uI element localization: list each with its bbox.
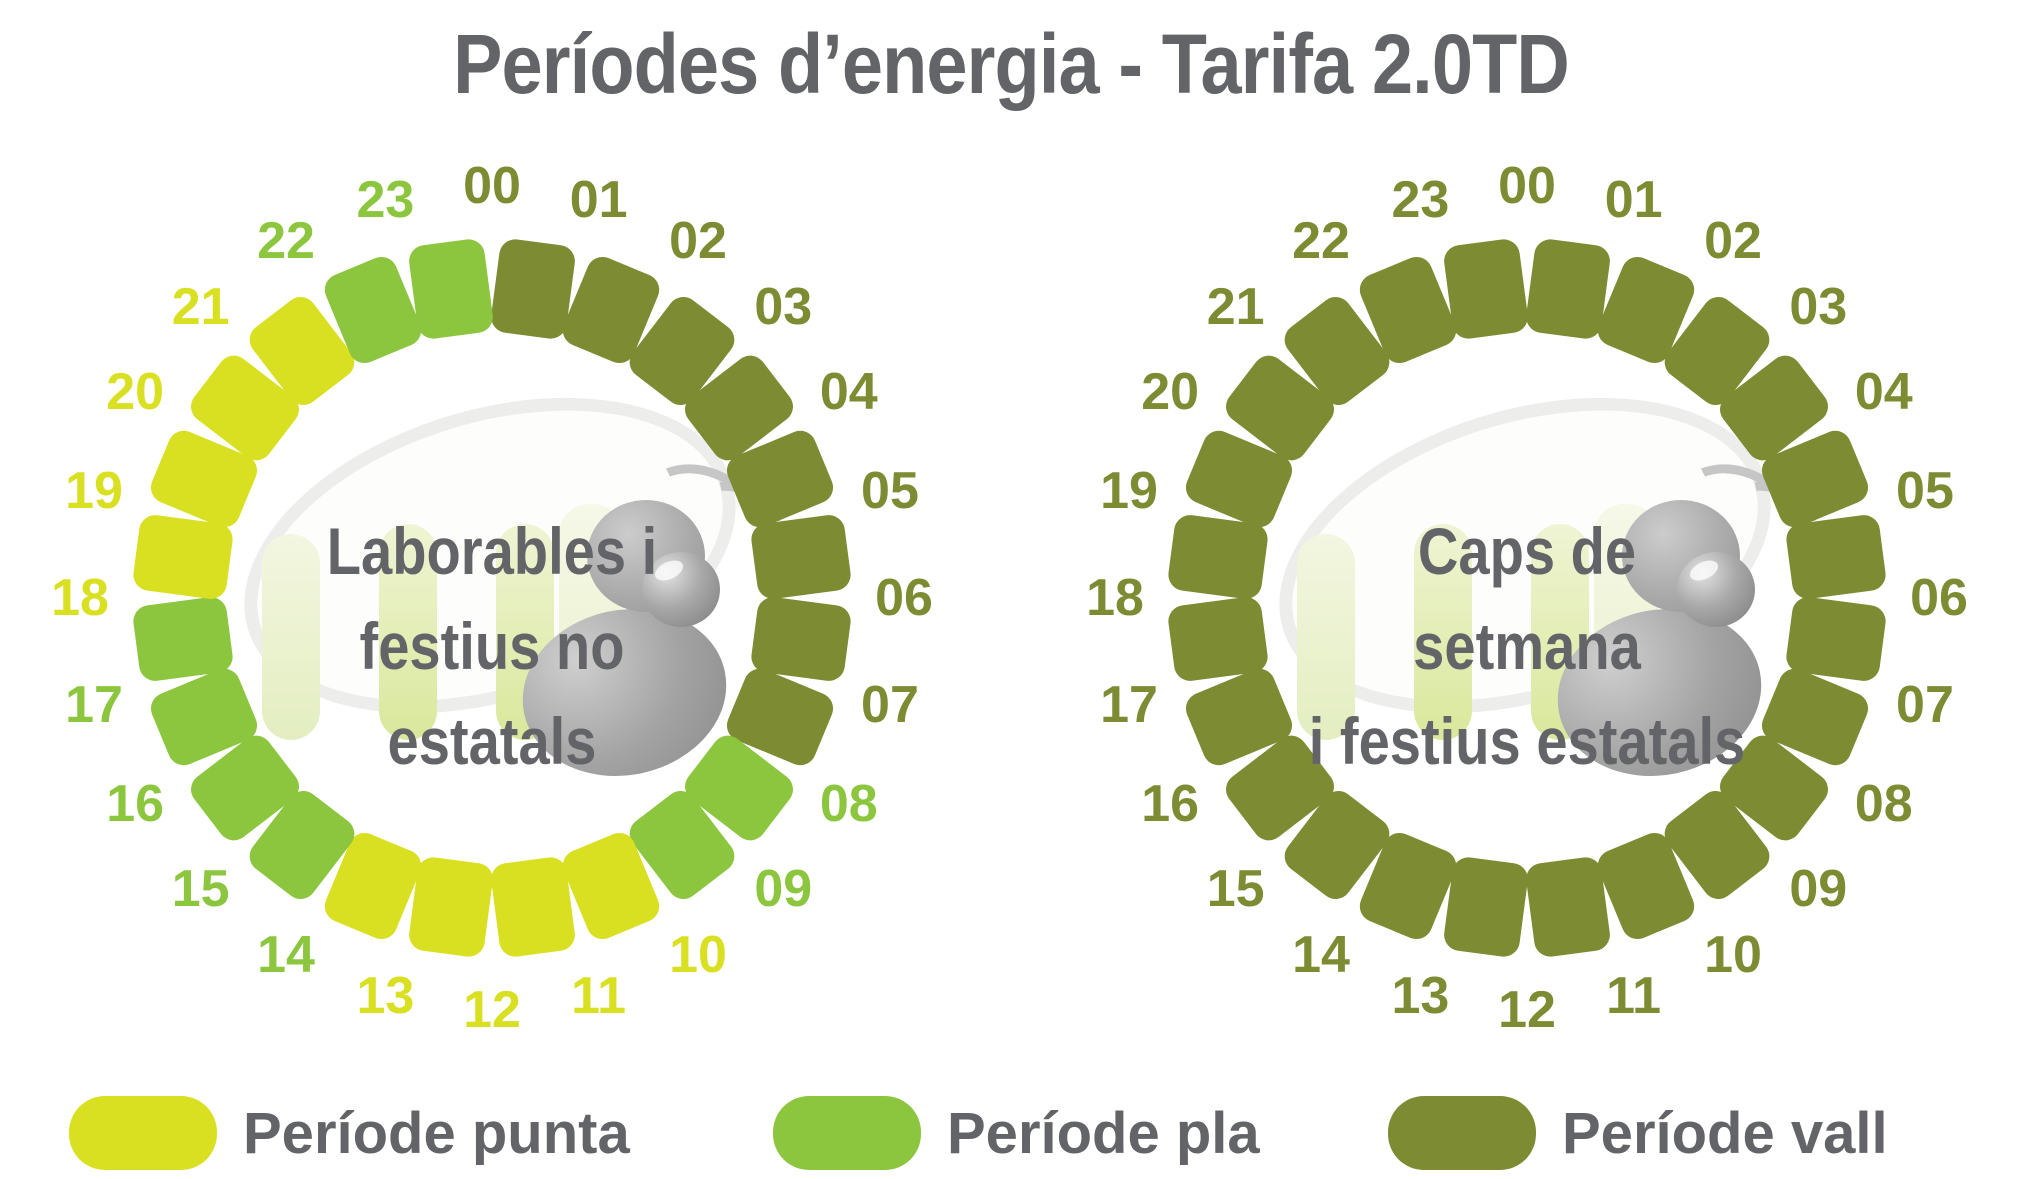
hour-label-13: 13 [356, 966, 415, 1025]
hour-label-10: 10 [669, 925, 727, 984]
caption-line: Caps de [1417, 514, 1637, 588]
legend-label: Període vall [1562, 1100, 1888, 1166]
caption-line: Laborables i [326, 514, 658, 588]
hour-label-08: 08 [819, 775, 878, 833]
hour-label-00: 00 [463, 157, 521, 215]
bee-logo-watermark [1077, 148, 1977, 1048]
bee-logo-watermark [42, 148, 942, 1048]
hour-label-18: 18 [51, 569, 109, 627]
logo-m-leg [262, 534, 320, 740]
hour-label-15: 15 [171, 860, 230, 919]
hour-segment-23 [407, 237, 496, 341]
hour-label-01: 01 [569, 171, 628, 230]
legend-swatch-vall [1388, 1096, 1536, 1170]
hour-segment-12 [1442, 855, 1531, 959]
hour-label-06: 06 [1910, 569, 1968, 627]
legend-label: Període punta [243, 1100, 630, 1166]
hour-label-11: 11 [571, 966, 627, 1025]
caption-line: festius no [359, 609, 625, 683]
hour-label-03: 03 [1789, 277, 1848, 336]
caption-line: estatals [387, 704, 597, 778]
clock-caption-laborables: Laborables i festius no estatals [110, 504, 875, 789]
legend-swatch-punta [69, 1096, 217, 1170]
hour-label-07: 07 [861, 675, 919, 734]
hour-segment-12 [407, 855, 496, 959]
hour-label-03: 03 [754, 277, 813, 336]
hour-label-14: 14 [1292, 925, 1350, 984]
hour-label-07: 07 [1896, 675, 1954, 734]
hour-label-13: 13 [1391, 966, 1450, 1025]
hour-label-23: 23 [1391, 171, 1450, 230]
hour-label-09: 09 [754, 860, 813, 919]
hour-label-06: 06 [875, 569, 933, 627]
hour-label-04: 04 [819, 363, 878, 421]
hour-label-20: 20 [1141, 363, 1200, 421]
hour-label-14: 14 [257, 925, 315, 984]
hour-label-08: 08 [1854, 775, 1913, 833]
hour-segment-11 [1523, 855, 1612, 959]
clock-caps-de-setmana: Caps de setmana i festius estatals 00 01 0… [1077, 148, 1977, 1048]
hour-label-18: 18 [1086, 569, 1144, 627]
hour-label-05: 05 [861, 462, 919, 521]
logo-m-leg [1414, 524, 1472, 740]
hour-label-01: 01 [1604, 171, 1663, 230]
page-title: Períodes d’energia - Tarifa 2.0TD [453, 17, 1570, 111]
hour-label-15: 15 [1206, 860, 1265, 919]
legend-item-punta: Període punta [69, 1096, 630, 1170]
hour-label-02: 02 [669, 212, 727, 271]
hour-label-00: 00 [1498, 157, 1556, 215]
legend-item-pla: Període pla [773, 1096, 1260, 1170]
hour-label-04: 04 [1854, 363, 1913, 421]
hour-segment-11 [488, 855, 577, 959]
hour-label-05: 05 [1896, 462, 1954, 521]
logo-m-leg [1297, 534, 1355, 740]
hour-label-23: 23 [356, 171, 415, 230]
hour-label-22: 22 [1292, 212, 1350, 271]
hour-label-10: 10 [1704, 925, 1762, 984]
hour-label-22: 22 [257, 212, 315, 271]
hour-label-19: 19 [1100, 462, 1158, 521]
caption-line: setmana [1413, 609, 1641, 683]
hour-label-21: 21 [1206, 277, 1265, 336]
hour-label-17: 17 [65, 675, 123, 734]
legend-item-vall: Període vall [1388, 1096, 1888, 1170]
legend-label: Període pla [947, 1100, 1260, 1166]
hour-segment-23 [1442, 237, 1531, 341]
hour-label-20: 20 [106, 363, 165, 421]
caption-line: i festius estatals [1308, 704, 1746, 778]
logo-m-leg [379, 524, 437, 740]
hour-label-16: 16 [1141, 775, 1200, 833]
hour-label-16: 16 [106, 775, 165, 833]
hour-label-12: 12 [1498, 981, 1556, 1039]
hour-label-21: 21 [171, 277, 230, 336]
hour-label-02: 02 [1704, 212, 1762, 271]
hour-label-09: 09 [1789, 860, 1848, 919]
hour-label-12: 12 [463, 981, 521, 1039]
hour-label-17: 17 [1100, 675, 1158, 734]
legend-swatch-pla [773, 1096, 921, 1170]
hour-label-11: 11 [1606, 966, 1662, 1025]
hour-label-19: 19 [65, 462, 123, 521]
clock-laborables: Laborables i festius no estatals 00 01 02 0… [42, 148, 942, 1048]
clock-caption-caps-de-setmana: Caps de setmana i festius estatals [1145, 504, 1910, 789]
